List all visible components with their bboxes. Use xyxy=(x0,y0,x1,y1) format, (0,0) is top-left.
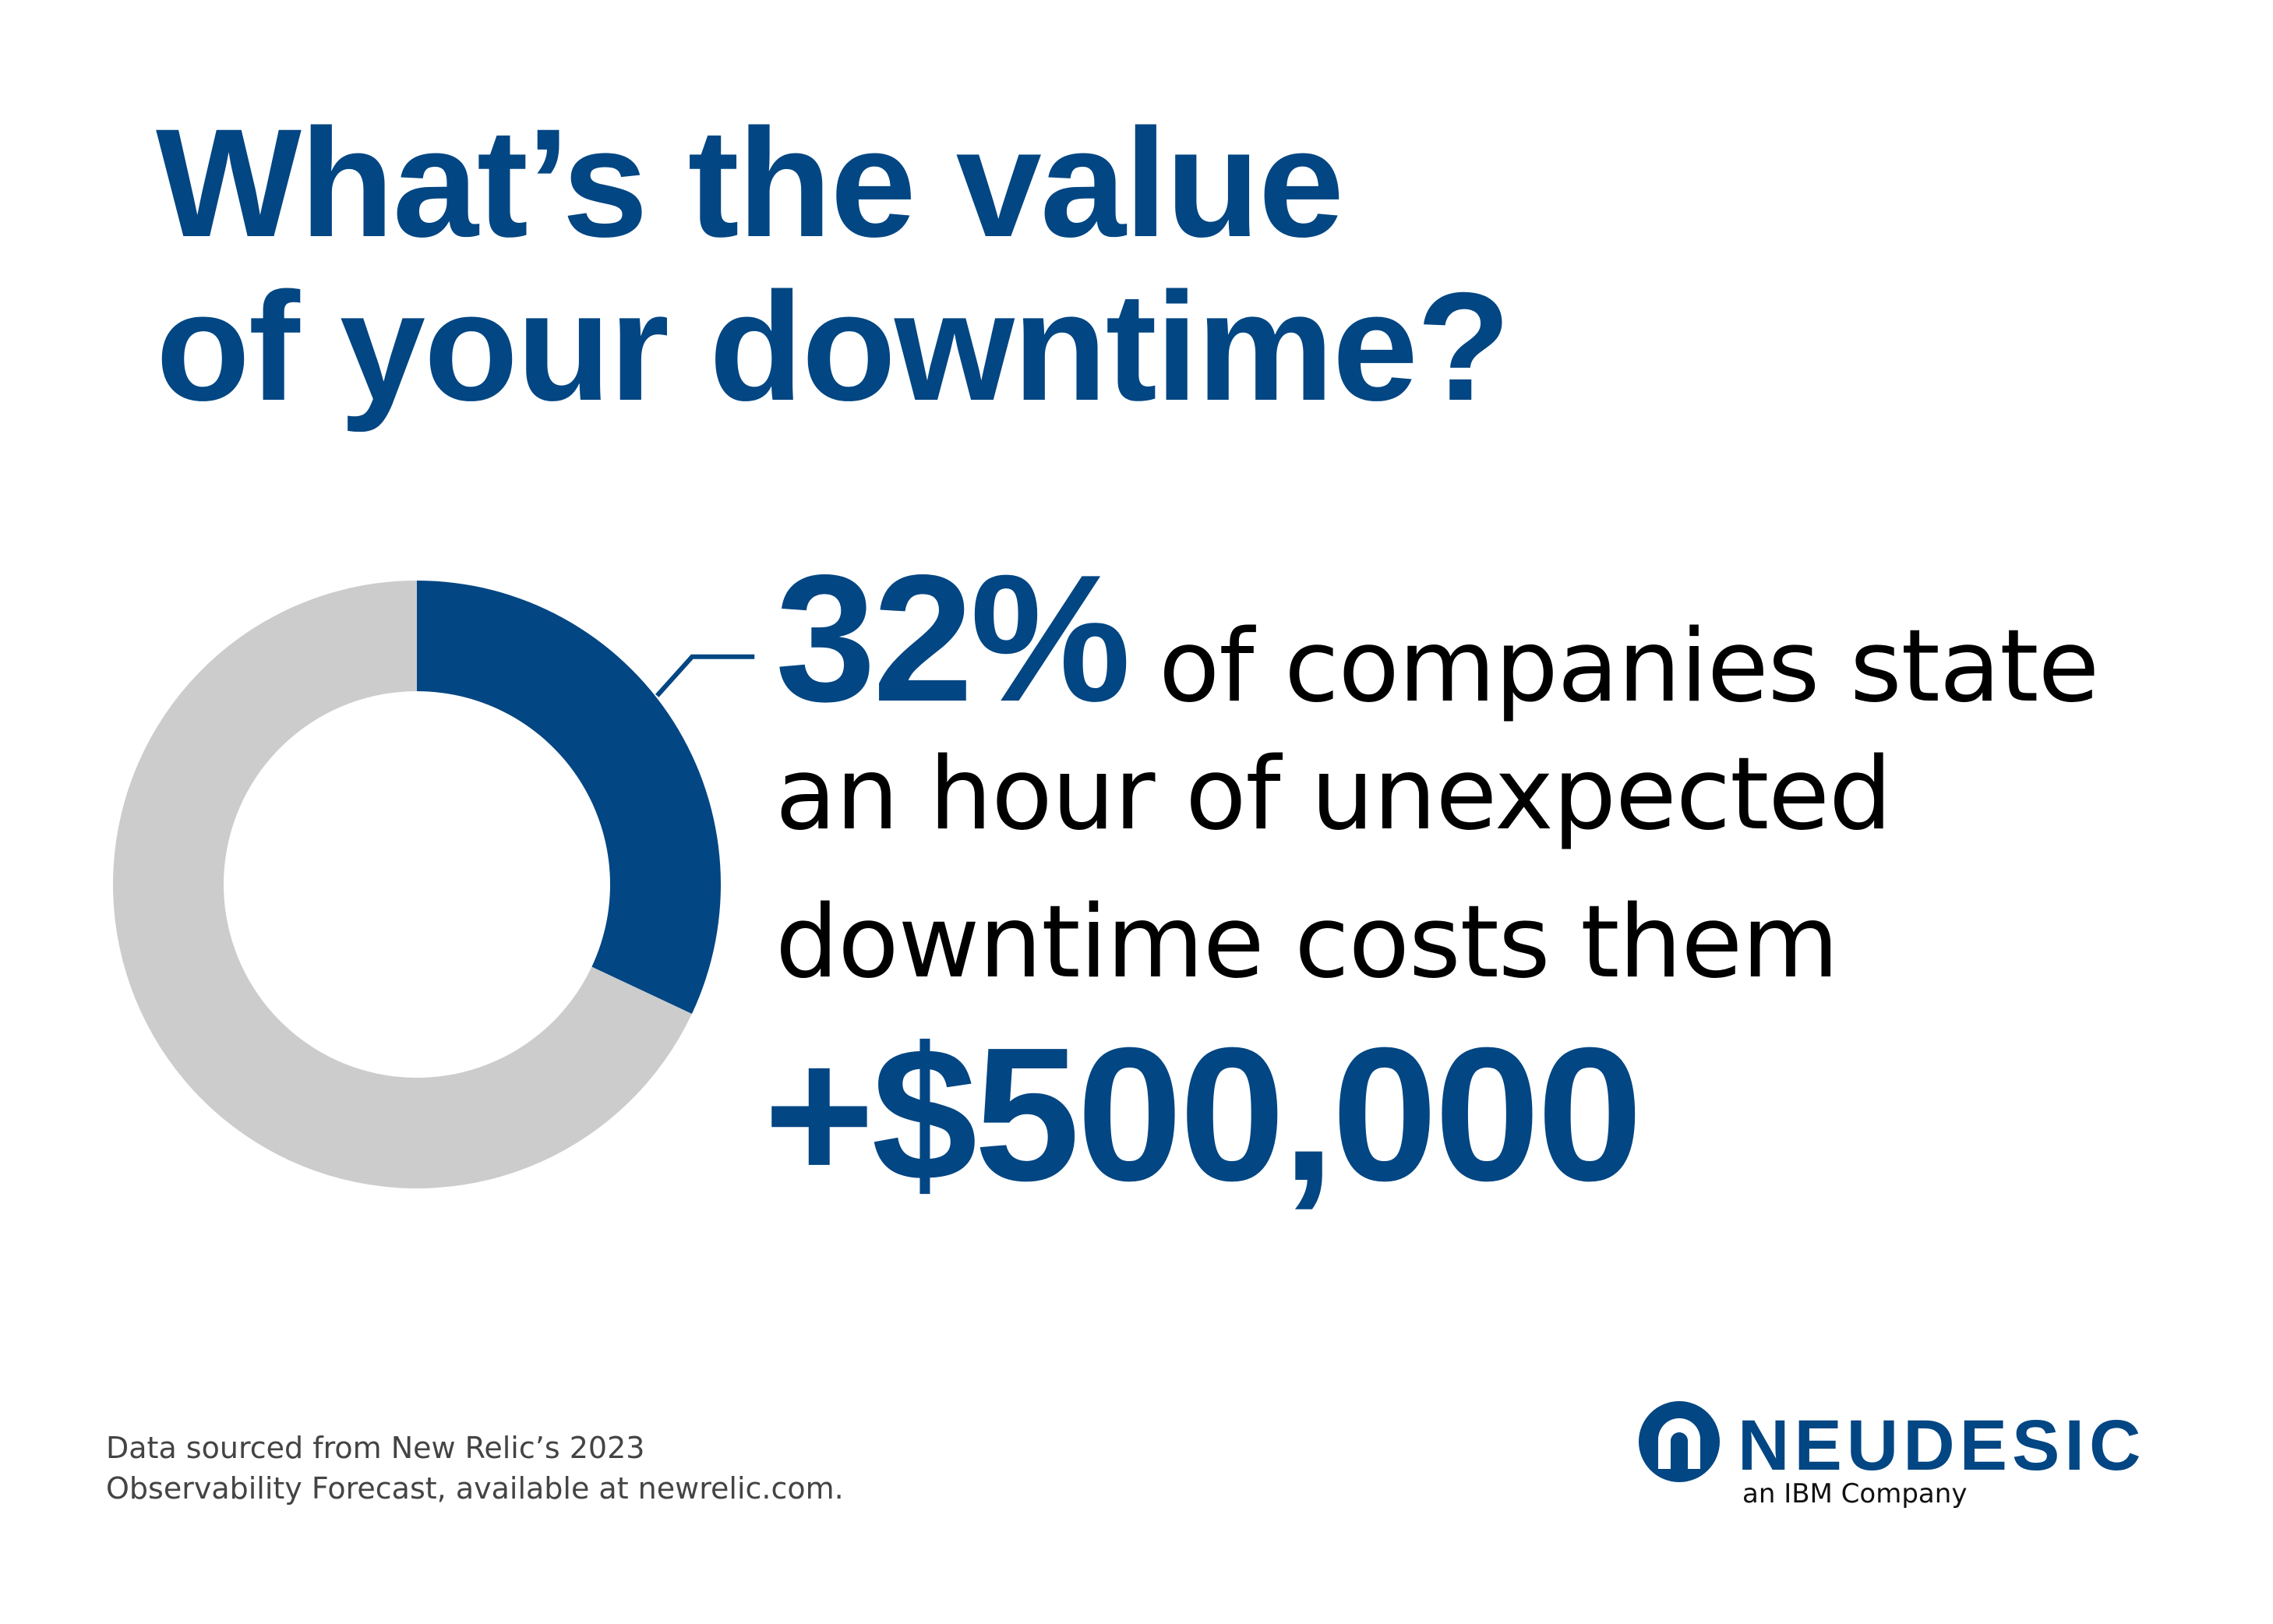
logo-tagline: an IBM Company xyxy=(1742,1478,1968,1509)
headline-line-1: What’s the value xyxy=(156,97,1344,269)
stat-percent: 32% xyxy=(775,538,1131,740)
donut-chart xyxy=(113,581,755,1188)
stat-text-line-1: of companies state xyxy=(1128,609,2099,725)
headline: What’s the value of your downtime? xyxy=(156,101,1558,429)
stat-row-1: 32% of companies state xyxy=(775,538,2099,799)
source-line-2: Observability Forecast, available at new… xyxy=(106,1471,844,1506)
stat-text-line-3: downtime costs them xyxy=(775,884,1839,1001)
donut-leader-line xyxy=(655,654,755,697)
neudesic-logo-mark-icon xyxy=(1639,1401,1720,1482)
donut-slice-1 xyxy=(113,581,692,1188)
logo-wordmark: NEUDESIC xyxy=(1738,1406,2146,1485)
source-line-1: Data sourced from New Relic’s 2023 xyxy=(106,1431,645,1465)
stat-text-line-2: an hour of unexpected xyxy=(775,736,1892,853)
headline-line-2: of your downtime? xyxy=(156,260,1511,432)
donut-slice-0 xyxy=(417,581,721,1015)
source-note: Data sourced from New Relic’s 2023 Obser… xyxy=(106,1428,844,1509)
neudesic-logo: NEUDESIC an IBM Company xyxy=(1636,1399,2182,1523)
stat-amount: +$500,000 xyxy=(764,1008,1643,1220)
